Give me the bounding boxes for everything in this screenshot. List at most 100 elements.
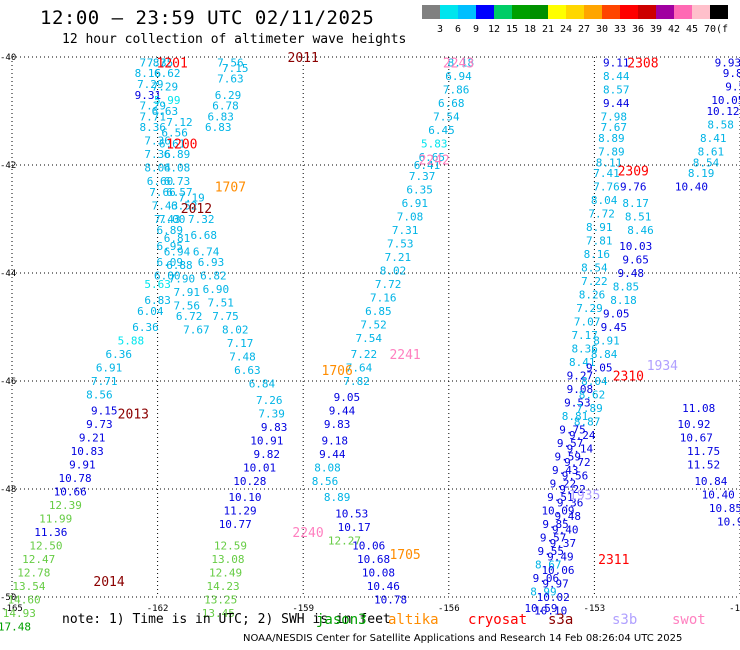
wave-height-point: 6.88 — [166, 259, 193, 272]
wave-height-point: 6.81 — [164, 232, 191, 245]
y-tick-label: -46 — [0, 377, 16, 387]
wave-height-point: 8.18 — [448, 56, 475, 69]
wave-height-point: 8.02 — [222, 324, 249, 337]
pass-time-label: 2013 — [118, 407, 149, 422]
wave-height-point: 14.60 — [8, 594, 41, 607]
wave-height-point: 9.57 — [557, 437, 584, 450]
wave-height-point: 9.36 — [557, 497, 584, 510]
wave-height-point: 9.97 — [542, 578, 569, 591]
wave-height-point: 6.41 — [414, 159, 441, 172]
colorbar-tick-label: 15 — [506, 24, 518, 35]
wave-height-point: 6.89 — [156, 224, 183, 237]
wave-height-point: 7.67 — [183, 324, 210, 337]
wave-height-point: 6.00 — [154, 270, 181, 283]
wave-height-point: 8.19 — [688, 167, 715, 180]
wave-height-point: 7.29 — [152, 81, 179, 94]
wave-height-point: 7.17 — [571, 329, 598, 342]
wave-height-point: 6.84 — [249, 378, 276, 391]
legend-item-jason3: jason3 — [316, 612, 367, 628]
wave-height-point: 17.48 — [0, 621, 31, 634]
wave-height-point: 7.56 — [217, 56, 244, 69]
wave-height-point: 6.82 — [200, 270, 227, 283]
wave-height-point: 9.11 — [603, 56, 630, 69]
wave-height-point: 6.04 — [137, 305, 164, 318]
wave-height-point: 6.60 — [147, 175, 174, 188]
wave-height-point: 6.56 — [161, 127, 188, 140]
wave-height-point: 10.12 — [706, 105, 739, 118]
wave-height-point: 9.06 — [533, 572, 560, 585]
colorbar-tick-label: 36 — [632, 24, 644, 35]
wave-height-point: 8.17 — [622, 197, 649, 210]
wave-height-point: 9.73 — [86, 418, 113, 431]
y-tick-label: -40 — [0, 53, 16, 63]
wave-height-point: 9.76 — [620, 181, 647, 194]
wave-height-point: 7.86 — [443, 83, 470, 96]
pass-time-label: 1201 — [157, 56, 188, 71]
wave-height-point: 5.88 — [118, 335, 145, 348]
wave-height-point: 8.84 — [591, 348, 618, 361]
wave-height-point: 14.23 — [207, 580, 240, 593]
pass-time-label: 2310 — [613, 370, 644, 385]
wave-height-point: 8.57 — [603, 83, 630, 96]
wave-height-point: 8.56 — [312, 475, 339, 488]
wave-height-point: 5.99 — [154, 94, 181, 107]
wave-height-point: 10.91 — [250, 434, 283, 447]
wave-height-point: 6.83 — [144, 294, 171, 307]
wave-height-point: 7.16 — [370, 291, 397, 304]
legend-item-cryosat: cryosat — [468, 612, 528, 628]
wave-height-point: 7.39 — [258, 407, 285, 420]
wave-height-point: 8.16 — [135, 67, 162, 80]
wave-height-point: 9.05 — [603, 308, 630, 321]
wave-height-point: 6.08 — [164, 162, 191, 175]
pass-time-label: 2012 — [181, 202, 212, 217]
wave-height-point: 13.45 — [202, 607, 235, 620]
wave-height-point: 10.68 — [357, 553, 390, 566]
wave-height-point: 7.15 — [222, 62, 249, 75]
wave-height-point: 7.82 — [343, 375, 370, 388]
wave-height-point: 9.53 — [564, 397, 591, 410]
wave-height-point: 7.75 — [212, 310, 239, 323]
legend-item-swot: swot — [672, 612, 706, 628]
wave-height-point: 7.35 — [147, 56, 174, 69]
wave-height-point: 9.31 — [135, 89, 162, 102]
footer-credit: NOAA/NESDIS Center for Satellite Applica… — [243, 633, 683, 644]
legend-item-s3a: s3a — [548, 612, 574, 628]
colorbar-tick-label: 24 — [560, 24, 572, 35]
wave-height-point: 6.57 — [166, 186, 193, 199]
wave-height-point: 9.83 — [261, 421, 288, 434]
wave-height-point: 7.08 — [397, 210, 424, 223]
wave-height-point: 9.45 — [601, 321, 628, 334]
wave-height-point: 6.35 — [406, 183, 433, 196]
wave-height-point: 10.02 — [537, 591, 570, 604]
wave-height-point: 6.63 — [234, 364, 261, 377]
colorbar-tick-label: 39 — [650, 24, 662, 35]
pass-time-label: 2014 — [93, 575, 124, 590]
wave-height-point: 6.91 — [402, 197, 429, 210]
wave-height-point: 6.52 — [171, 200, 198, 213]
wave-height-point: 11.29 — [224, 505, 257, 518]
colorbar-swatch — [566, 5, 585, 19]
y-tick-label: -48 — [0, 485, 16, 495]
colorbar-swatch — [458, 5, 477, 19]
wave-height-point: 9.83 — [324, 418, 351, 431]
wave-height-point: 8.54 — [693, 156, 720, 169]
wave-height-point: 6.68 — [438, 97, 465, 110]
wave-height-point: 11.99 — [39, 513, 72, 526]
wave-height-point: 8.85 — [613, 281, 640, 294]
wave-height-point: 9.24 — [569, 429, 596, 442]
pass-time-label: 2309 — [618, 164, 649, 179]
wave-height-point: 6.83 — [207, 110, 234, 123]
wave-height-point: 7.63 — [217, 73, 244, 86]
wave-height-point: 7.36 — [144, 135, 171, 148]
pass-time-label: 2242 — [419, 154, 450, 169]
wave-height-point: 8.04 — [581, 375, 608, 388]
wave-height-point: 8.56 — [86, 389, 113, 402]
legend-item-altika: altika — [388, 612, 439, 628]
wave-height-point: 8.51 — [625, 210, 652, 223]
x-tick-label: -165 — [1, 604, 23, 614]
wave-height-point: 7.53 — [387, 237, 414, 250]
colorbar-tick-label: 30 — [596, 24, 608, 35]
wave-height-point: 9.5 — [725, 81, 740, 94]
wave-height-point: 8.54 — [581, 262, 608, 275]
wave-height-point: 7.64 — [346, 362, 373, 375]
